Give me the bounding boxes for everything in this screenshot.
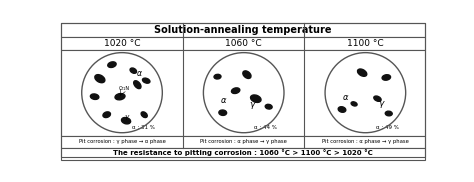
Ellipse shape (108, 62, 116, 68)
Text: α : 31 %: α : 31 % (132, 125, 155, 130)
Polygon shape (110, 59, 138, 85)
Text: γ: γ (124, 114, 128, 120)
Ellipse shape (141, 112, 147, 118)
Text: The resistance to pitting corrosion : 1060 °C > 1100 °C > 1020 °C: The resistance to pitting corrosion : 10… (113, 149, 373, 156)
Ellipse shape (130, 68, 137, 73)
Ellipse shape (382, 75, 391, 80)
Ellipse shape (108, 86, 119, 90)
Ellipse shape (134, 81, 141, 89)
Polygon shape (126, 73, 156, 105)
Text: α: α (221, 96, 226, 105)
Ellipse shape (99, 97, 111, 103)
Text: Pit corrosion : γ phase → α phase: Pit corrosion : γ phase → α phase (79, 139, 165, 145)
Bar (61, 148, 425, 157)
Ellipse shape (91, 94, 99, 99)
Text: 1060 °C: 1060 °C (226, 39, 262, 48)
Ellipse shape (143, 78, 150, 83)
Circle shape (82, 53, 162, 133)
Ellipse shape (374, 96, 381, 101)
Ellipse shape (95, 75, 105, 83)
Bar (61, 37, 425, 50)
Polygon shape (332, 89, 388, 126)
Text: 1020 °C: 1020 °C (104, 39, 140, 48)
Ellipse shape (103, 112, 110, 118)
Bar (61, 136, 425, 148)
Text: α : 49 %: α : 49 % (375, 125, 399, 130)
Ellipse shape (219, 110, 227, 115)
Ellipse shape (251, 95, 261, 102)
Text: Solution-annealing temperature: Solution-annealing temperature (154, 25, 332, 35)
Ellipse shape (121, 118, 131, 124)
Text: α: α (137, 69, 141, 78)
Ellipse shape (231, 88, 240, 94)
Text: Cr₂N: Cr₂N (119, 86, 130, 91)
Circle shape (203, 53, 284, 133)
Ellipse shape (385, 111, 392, 116)
Ellipse shape (114, 75, 122, 80)
Text: 1100 °C: 1100 °C (347, 39, 383, 48)
Bar (61, 23, 425, 37)
Bar (61, 50, 425, 136)
Text: Pit corrosion : α phase → γ phase: Pit corrosion : α phase → γ phase (200, 139, 287, 145)
Polygon shape (210, 81, 272, 127)
Ellipse shape (338, 107, 346, 112)
Polygon shape (86, 81, 142, 125)
Polygon shape (364, 58, 385, 78)
Polygon shape (240, 59, 280, 89)
Ellipse shape (351, 102, 357, 106)
Ellipse shape (214, 74, 221, 79)
Text: α : 44 %: α : 44 % (254, 125, 277, 130)
Polygon shape (337, 61, 364, 86)
Text: γ: γ (378, 99, 383, 108)
Polygon shape (213, 60, 240, 85)
Text: γ: γ (249, 100, 255, 109)
Text: Pit corrosion : α phase → γ phase: Pit corrosion : α phase → γ phase (322, 139, 409, 145)
Ellipse shape (243, 71, 251, 78)
Ellipse shape (265, 104, 272, 109)
Polygon shape (364, 62, 401, 93)
Ellipse shape (115, 94, 125, 100)
Ellipse shape (357, 69, 367, 76)
Text: α: α (343, 93, 348, 102)
Ellipse shape (121, 104, 131, 106)
Circle shape (325, 53, 406, 133)
